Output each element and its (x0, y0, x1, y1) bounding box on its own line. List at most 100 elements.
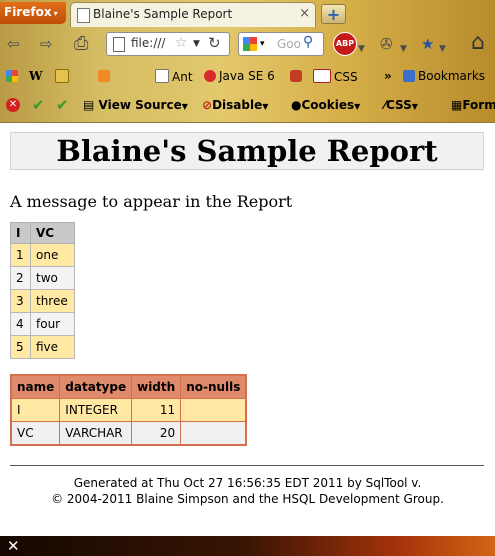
cookies-menu[interactable]: ●Cookies▼ (291, 98, 360, 112)
print-icon[interactable]: ⎙ (74, 33, 89, 54)
table-cell: I (10, 398, 61, 422)
bookmark-rss[interactable] (98, 69, 113, 83)
chevron-down-icon: ▼ (262, 102, 269, 111)
column-header: I (10, 222, 31, 244)
report-footer: Generated at Thu Oct 27 16:56:35 EDT 201… (0, 475, 495, 507)
url-text[interactable]: file:/// (131, 36, 166, 50)
bookmark-java-cup[interactable] (290, 69, 305, 83)
table-cell: four (30, 312, 75, 336)
close-icon[interactable]: ✕ (7, 537, 20, 555)
bookmark-label: Bookmarks (418, 69, 486, 83)
table-row: VC VARCHAR 20 (10, 421, 247, 446)
check-icon[interactable]: ✔ (56, 96, 69, 114)
table-row: 4 four (10, 312, 75, 336)
menu-label: Form (462, 98, 495, 112)
table-cell: five (30, 335, 75, 359)
metadata-table: name datatype width no-nulls I INTEGER 1… (10, 374, 248, 446)
menu-label: CSS (386, 98, 412, 112)
bookmark-java[interactable]: Java SE 6 (204, 69, 275, 83)
java-cup-icon (290, 70, 302, 82)
java-icon (204, 70, 216, 82)
table-cell: 20 (131, 421, 182, 446)
column-header: name (10, 374, 61, 399)
chevron-down-icon[interactable]: ▾ (260, 39, 265, 49)
column-header: VC (30, 222, 75, 244)
bookmarks-overflow[interactable]: » (384, 69, 392, 83)
forms-menu[interactable]: ▦Form (451, 98, 495, 112)
table-cell: 5 (10, 335, 31, 359)
form-icon: ▦ (451, 98, 463, 112)
bookmark-star-icon[interactable]: ☆ (175, 35, 188, 51)
chevron-down-icon[interactable]: ▼ (439, 44, 446, 54)
table-cell: VARCHAR (59, 421, 133, 446)
disable-menu[interactable]: ⊘Disable▼ (202, 98, 268, 112)
view-source-menu[interactable]: ▤ View Source▼ (83, 98, 188, 112)
page-icon (155, 69, 169, 83)
table-row: 5 five (10, 335, 75, 359)
footer-divider (10, 465, 484, 466)
search-box[interactable]: ▾ Goo ⚲ (238, 32, 324, 56)
wand-icon: ⁄ (384, 98, 387, 112)
chevron-down-icon[interactable]: ▼ (400, 44, 407, 54)
bookmarks-menu[interactable]: Bookmarks (403, 69, 485, 83)
table-cell: two (30, 266, 75, 290)
addon-bar: ✕ (0, 536, 495, 556)
bookmark-label: Ant (172, 70, 193, 84)
reload-icon[interactable]: ↻ (208, 34, 221, 52)
table-cell: INTEGER (59, 398, 133, 422)
navigation-bar: ⇦ ⇨ ⎙ file:/// ☆ ▼ ↻ ▾ Goo ⚲ ABP ▼ ✇ ▼ ★… (0, 27, 495, 61)
table-row: I INTEGER 11 (10, 398, 247, 422)
data-table: I VC 1 one 2 two 3 three 4 four 5 (10, 222, 75, 359)
google-icon (6, 70, 18, 82)
css-menu[interactable]: ⁄CSS▼ (384, 98, 418, 112)
bookmark-label: Java SE 6 (219, 69, 275, 83)
search-input[interactable]: Goo (277, 37, 301, 51)
table-cell (180, 421, 247, 446)
chevron-down-icon: ▾ (53, 9, 58, 18)
extension-icon[interactable]: ✇ (380, 35, 393, 53)
report-title: Blaine's Sample Report (10, 132, 484, 170)
error-icon[interactable]: ✕ (6, 98, 20, 112)
tab-title: Blaine's Sample Report (93, 7, 233, 21)
bookmark-google[interactable] (6, 69, 21, 83)
browser-chrome: Firefox ▾ Blaine's Sample Report × + ⇦ ⇨ … (0, 0, 495, 123)
chevron-down-icon: ▼ (354, 102, 361, 111)
w3c-icon (313, 69, 331, 83)
bookmark-wikipedia[interactable]: W (29, 69, 43, 83)
chevron-down-icon: ▼ (411, 102, 418, 111)
search-icon[interactable]: ⚲ (303, 34, 314, 50)
bookmark-star-icon[interactable]: ★ (421, 35, 435, 53)
firefox-menu-label: Firefox (4, 5, 52, 19)
adblock-icon[interactable]: ABP (333, 32, 357, 56)
chevron-down-icon[interactable]: ▼ (358, 44, 365, 54)
page-icon: ▤ (83, 98, 95, 112)
rss-icon (98, 70, 110, 82)
forward-icon[interactable]: ⇨ (40, 35, 53, 53)
back-icon[interactable]: ⇦ (7, 35, 20, 53)
tab-bar: Firefox ▾ Blaine's Sample Report × + (0, 0, 495, 27)
close-tab-icon[interactable]: × (299, 6, 310, 21)
chevron-down-icon[interactable]: ▼ (193, 39, 200, 49)
menu-label: Disable (212, 98, 263, 112)
bookmark-css[interactable]: CSS (313, 69, 358, 84)
bookmarks-icon (403, 70, 415, 82)
page-icon (77, 8, 90, 23)
menu-label: Cookies (301, 98, 355, 112)
table-cell: one (30, 243, 75, 267)
bookmark-ant[interactable]: Ant (155, 69, 193, 84)
tab-active[interactable]: Blaine's Sample Report × (70, 2, 316, 27)
menu-label: View Source (98, 98, 182, 112)
url-bar[interactable]: file:/// ☆ ▼ ↻ (106, 32, 230, 56)
check-icon[interactable]: ✔ (32, 96, 45, 114)
table-cell: 1 (10, 243, 31, 267)
bookmark-folder[interactable] (55, 69, 72, 84)
footer-generated-line: Generated at Thu Oct 27 16:56:35 EDT 201… (73, 476, 422, 490)
bookmark-label: CSS (334, 70, 358, 84)
column-header: width (131, 374, 182, 399)
table-cell: 4 (10, 312, 31, 336)
google-icon[interactable] (243, 37, 257, 51)
table-cell: 2 (10, 266, 31, 290)
new-tab-button[interactable]: + (321, 4, 346, 24)
firefox-menu-button[interactable]: Firefox ▾ (0, 2, 66, 24)
home-icon[interactable]: ⌂ (471, 30, 485, 55)
